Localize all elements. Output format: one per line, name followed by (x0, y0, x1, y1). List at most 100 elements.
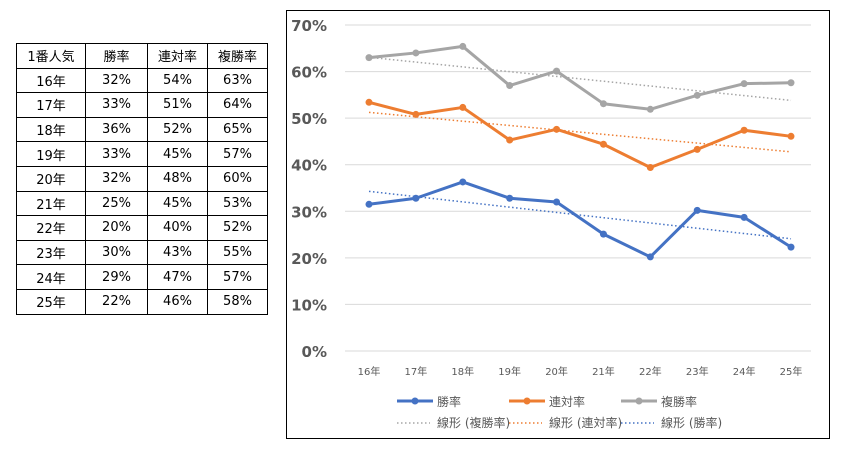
table-cell: 25% (85, 190, 148, 217)
header-cell: 連対率 (147, 43, 208, 69)
header-cell: 勝率 (85, 43, 148, 69)
table-row: 18年 36% 52% 65% (16, 116, 268, 143)
data-point (787, 243, 795, 251)
data-point (459, 42, 467, 50)
y-tick-label: 60% (291, 64, 327, 82)
table-row: 22年 20% 40% 52% (16, 215, 268, 241)
table-cell: 58% (207, 288, 268, 315)
legend-marker (635, 397, 643, 405)
table-cell: 33% (85, 92, 148, 118)
y-tick-label: 70% (291, 17, 327, 35)
table-cell: 45% (147, 141, 208, 167)
data-point (365, 54, 373, 62)
table-cell: 52% (207, 215, 268, 241)
table-cell: 47% (147, 264, 208, 290)
table-row: 17年 33% 51% 64% (16, 92, 268, 118)
header-cell: 複勝率 (207, 43, 268, 69)
data-point (553, 125, 561, 133)
table-cell: 16年 (16, 67, 86, 94)
table-cell: 46% (147, 288, 208, 315)
header-cell: 1番人気 (16, 43, 86, 69)
data-point (506, 136, 514, 144)
table-cell: 55% (207, 239, 268, 266)
table-cell: 51% (147, 92, 208, 118)
table-cell: 29% (85, 264, 148, 290)
x-tick-label: 23年 (686, 365, 709, 378)
legend-marker (411, 397, 419, 405)
table-row: 24年 29% 47% 57% (16, 264, 268, 290)
x-tick-label: 18年 (451, 365, 474, 378)
data-point (506, 82, 514, 90)
data-point (740, 213, 748, 221)
x-tick-label: 25年 (780, 365, 803, 378)
table-cell: 17年 (16, 92, 86, 118)
data-point (412, 49, 420, 57)
legend-marker (523, 397, 531, 405)
table-cell: 25年 (16, 288, 86, 315)
data-point (693, 91, 701, 99)
y-tick-label: 50% (291, 110, 327, 128)
stats-table: 1番人気 勝率 連対率 複勝率 16年 32% 54% 63% 17年 33% 51% 64% 18年 3… (16, 43, 268, 315)
table-cell: 57% (207, 264, 268, 290)
data-point (365, 200, 373, 208)
trendline (368, 56, 792, 102)
table-cell: 23年 (16, 239, 86, 266)
table-cell: 30% (85, 239, 148, 266)
trendline (368, 190, 792, 240)
data-point (740, 80, 748, 88)
x-tick-label: 20年 (545, 365, 568, 378)
table-cell: 63% (207, 67, 268, 94)
trendline (368, 111, 792, 153)
data-point (787, 79, 795, 87)
table-row: 25年 22% 46% 58% (16, 288, 268, 315)
table-cell: 20年 (16, 165, 86, 192)
table-cell: 54% (147, 67, 208, 94)
y-tick-label: 30% (291, 203, 327, 221)
series-line (368, 44, 792, 111)
x-tick-label: 16年 (358, 365, 381, 378)
table-row: 23年 30% 43% 55% (16, 239, 268, 266)
y-tick-label: 40% (291, 157, 327, 175)
table-cell: 21年 (16, 190, 86, 217)
table-cell: 53% (207, 190, 268, 217)
table-header-row: 1番人気 勝率 連対率 複勝率 (16, 43, 268, 69)
legend-label: 線形 (連対率) (549, 415, 622, 430)
data-point (693, 206, 701, 214)
table-cell: 33% (85, 141, 148, 167)
table-cell: 60% (207, 165, 268, 192)
table-cell: 52% (147, 116, 208, 143)
table-row: 21年 25% 45% 53% (16, 190, 268, 217)
x-tick-label: 22年 (639, 365, 662, 378)
data-point (693, 145, 701, 153)
series-line (368, 180, 792, 259)
table-row: 20年 32% 48% 60% (16, 165, 268, 192)
table-cell: 45% (147, 190, 208, 217)
line-chart: 0% 10% 20% 30% 40% 50% 60% 70% 16年 17年 18年 19年 20年 21… (286, 10, 830, 439)
y-tick-label: 20% (291, 250, 327, 268)
table-cell: 32% (85, 165, 148, 192)
data-point (553, 198, 561, 206)
x-tick-label: 19年 (498, 365, 521, 378)
data-point (412, 110, 420, 118)
y-tick-label: 10% (291, 296, 327, 314)
data-point (459, 103, 467, 111)
data-point (599, 140, 607, 148)
y-tick-label: 0% (302, 343, 327, 361)
x-tick-label: 24年 (733, 365, 756, 378)
table-cell: 22% (85, 288, 148, 315)
legend-label: 複勝率 (661, 394, 697, 409)
data-point (599, 100, 607, 108)
table-cell: 48% (147, 165, 208, 192)
table-row: 16年 32% 54% 63% (16, 67, 268, 94)
table-cell: 20% (85, 215, 148, 241)
table-cell: 18年 (16, 116, 86, 143)
x-tick-label: 21年 (592, 365, 615, 378)
table-cell: 19年 (16, 141, 86, 167)
data-point (599, 230, 607, 238)
table-cell: 40% (147, 215, 208, 241)
table-cell: 36% (85, 116, 148, 143)
table-cell: 22年 (16, 215, 86, 241)
table-cell: 24年 (16, 264, 86, 290)
data-point (506, 194, 514, 202)
table-row: 19年 33% 45% 57% (16, 141, 268, 167)
